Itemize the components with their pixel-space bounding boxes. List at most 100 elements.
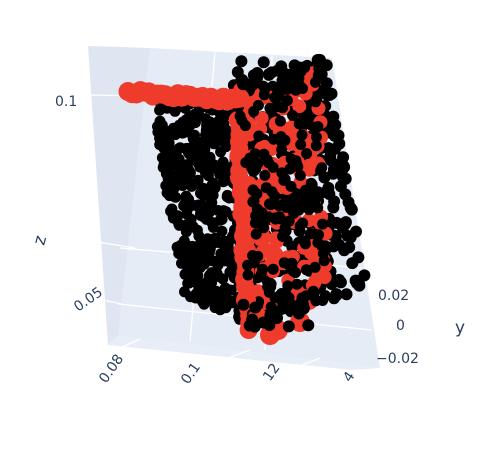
black-point [180, 244, 192, 256]
black-point [344, 201, 357, 214]
scatter-points [118, 53, 371, 345]
black-point [192, 199, 204, 211]
black-point [239, 120, 251, 132]
black-point [264, 309, 277, 321]
black-point [250, 228, 262, 240]
black-point [253, 130, 265, 142]
black-point [257, 263, 269, 275]
black-point [312, 121, 324, 133]
black-point [310, 140, 322, 152]
black-point [274, 115, 286, 127]
left-wall-xz [88, 46, 150, 345]
black-point [276, 144, 288, 156]
black-point [358, 269, 371, 282]
black-point [193, 239, 205, 251]
black-point [278, 257, 290, 269]
black-point [154, 115, 166, 127]
black-point [171, 160, 183, 172]
black-point [269, 92, 281, 103]
black-point [298, 61, 311, 74]
black-point [206, 267, 218, 279]
black-point [252, 99, 264, 111]
black-point [192, 157, 204, 169]
black-point [305, 177, 317, 189]
black-point [301, 148, 313, 160]
black-point [257, 56, 270, 69]
black-point [209, 162, 221, 174]
red-point [317, 270, 332, 285]
black-point [313, 62, 326, 75]
black-point [317, 218, 329, 230]
red-point [292, 99, 307, 114]
black-point [193, 230, 205, 242]
black-point [325, 87, 338, 100]
black-point [203, 200, 215, 211]
black-point [219, 283, 231, 295]
black-point [187, 221, 199, 233]
black-point [275, 60, 288, 73]
black-point [297, 298, 310, 311]
black-point [242, 269, 254, 281]
black-point [312, 237, 324, 249]
black-point [277, 296, 289, 309]
black-point [251, 188, 263, 200]
black-point [228, 264, 240, 276]
black-point [262, 281, 274, 293]
black-point [195, 208, 206, 220]
black-point [308, 228, 320, 240]
black-point [207, 289, 219, 300]
black-point [262, 68, 275, 81]
black-point [279, 222, 291, 234]
black-point [203, 247, 215, 259]
black-point [223, 192, 235, 204]
black-point [331, 129, 343, 141]
black-point [217, 176, 229, 188]
black-point [242, 259, 254, 271]
z-axis-title: z [30, 233, 52, 247]
black-point [218, 205, 230, 217]
black-point [186, 178, 198, 190]
black-point [311, 131, 322, 143]
black-point [286, 240, 299, 253]
black-point [292, 161, 304, 173]
black-point [258, 148, 270, 160]
black-point [299, 238, 311, 250]
black-point [285, 180, 297, 192]
black-point [339, 217, 352, 230]
black-point [316, 162, 328, 174]
black-point [267, 263, 279, 275]
black-point [274, 101, 286, 113]
black-point [190, 144, 202, 156]
black-point [257, 316, 270, 329]
black-point [295, 139, 307, 150]
black-point [282, 320, 295, 333]
black-point [285, 153, 297, 165]
black-point [318, 255, 330, 267]
black-point [243, 319, 256, 332]
x-tick-label: 12 [260, 361, 283, 385]
black-point [312, 202, 324, 214]
black-point [259, 169, 271, 181]
black-point [218, 118, 230, 129]
black-point [168, 191, 180, 203]
black-point [183, 277, 195, 289]
black-point [202, 170, 214, 182]
black-point [250, 69, 263, 82]
black-point [327, 201, 340, 214]
black-point [294, 170, 306, 181]
black-point [310, 96, 322, 108]
black-point [296, 129, 308, 141]
black-point [264, 198, 275, 210]
black-point [182, 267, 193, 279]
black-point [280, 202, 292, 213]
y-tick-label: −0.02 [376, 351, 419, 367]
black-point [192, 278, 204, 290]
black-point [176, 257, 187, 269]
black-point [216, 225, 228, 237]
black-point [223, 236, 235, 248]
black-point [350, 225, 362, 238]
black-point [290, 267, 301, 279]
black-point [214, 214, 226, 226]
black-point [237, 298, 250, 311]
